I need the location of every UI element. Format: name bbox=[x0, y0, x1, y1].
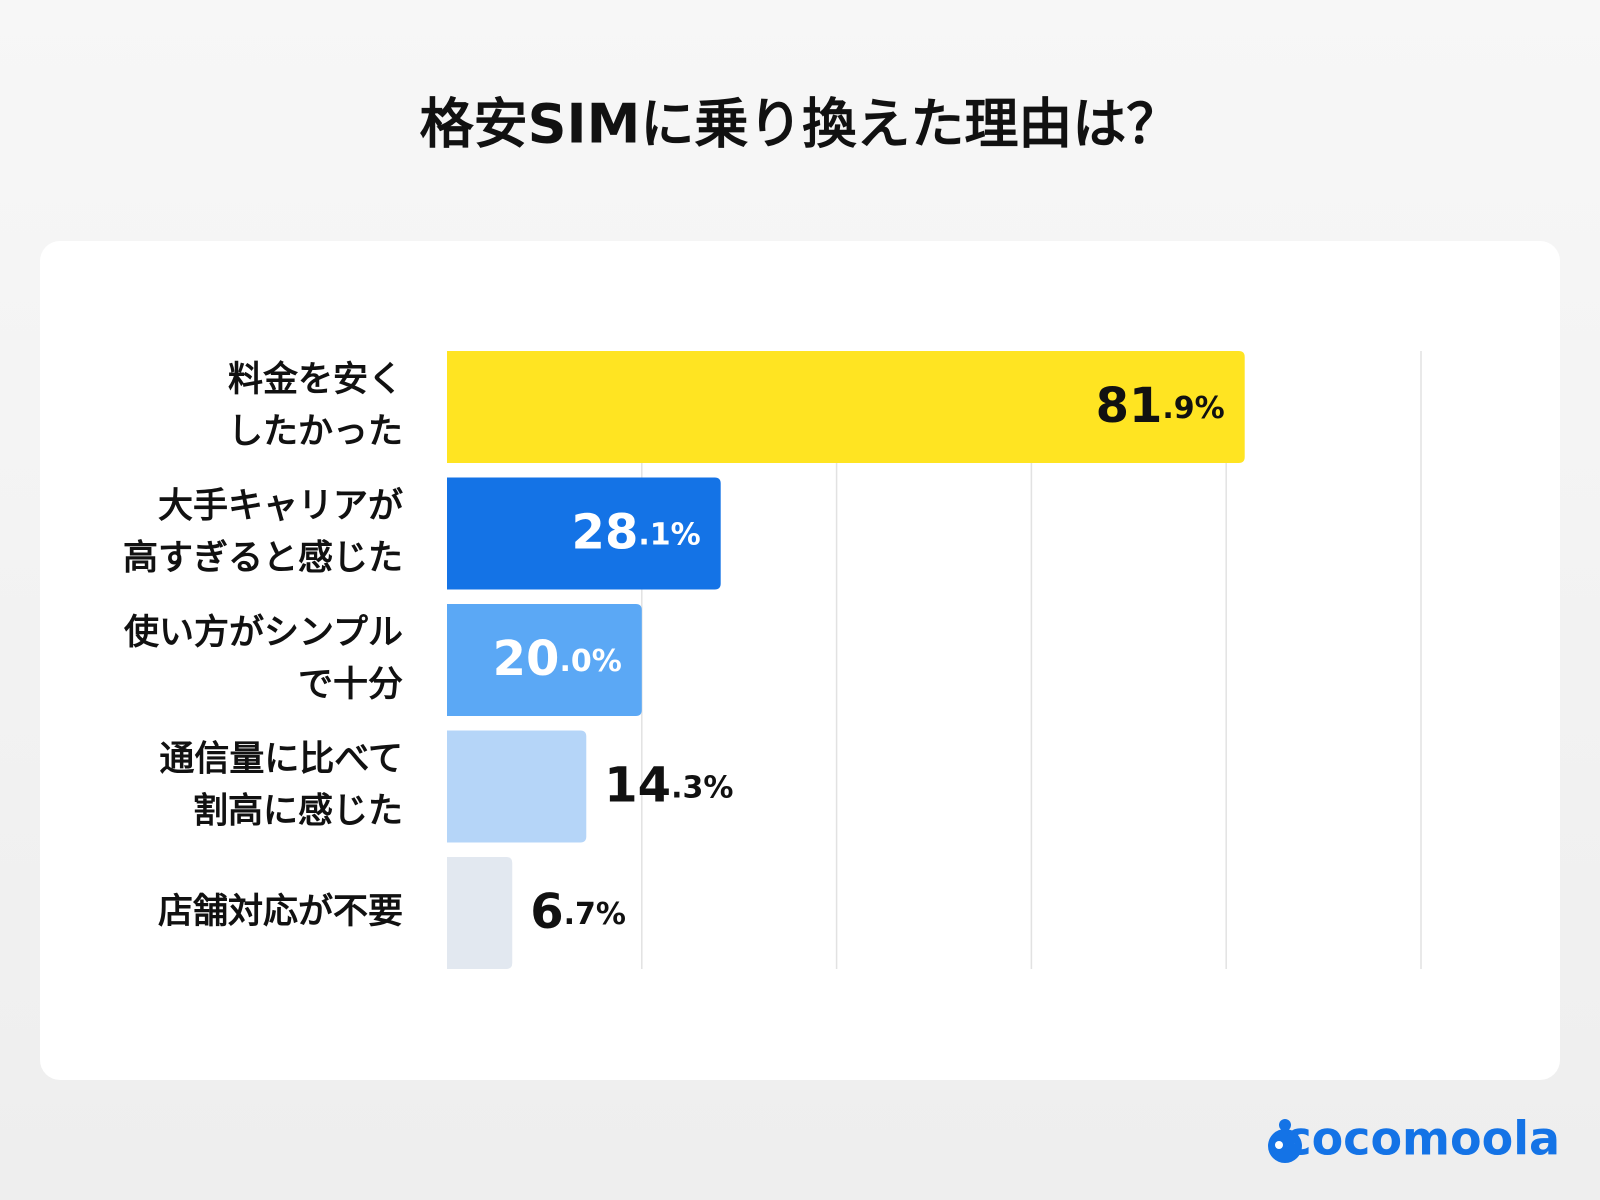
category-label: 大手キャリアが高すぎると感じた bbox=[123, 487, 403, 579]
category-line: 店舗対応が不要 bbox=[158, 892, 403, 932]
category-line: したかった bbox=[228, 412, 403, 452]
logo: cocomoola bbox=[1268, 1112, 1560, 1166]
logo-text: cocomoola bbox=[1284, 1112, 1560, 1166]
category-line: 割高に感じた bbox=[193, 792, 403, 832]
value-label-part: .1% bbox=[638, 517, 700, 552]
chart-title: 格安SIMに乗り換えた理由は？ bbox=[420, 93, 1181, 156]
category-label: 料金を安くしたかった bbox=[228, 359, 403, 452]
category-line: 通信量に比べて bbox=[159, 740, 403, 780]
value-label-part: 14 bbox=[604, 758, 671, 814]
value-label-part: .7% bbox=[564, 897, 626, 932]
value-label-part: .0% bbox=[559, 644, 621, 679]
value-label: 20.0% bbox=[493, 631, 622, 687]
bar bbox=[447, 351, 1245, 463]
value-label: 81.9% bbox=[1096, 378, 1225, 434]
category-line: 料金を安く bbox=[228, 359, 403, 400]
value-label-part: .9% bbox=[1162, 391, 1224, 426]
value-label: 6.7% bbox=[530, 884, 626, 940]
bar bbox=[447, 730, 587, 843]
logo-icon bbox=[1268, 1129, 1302, 1163]
value-label-part: 81 bbox=[1096, 378, 1163, 434]
category-line: 大手キャリアが bbox=[158, 487, 403, 527]
category-label: 店舗対応が不要 bbox=[158, 892, 403, 932]
category-line: 高すぎると感じた bbox=[123, 539, 403, 579]
value-label: 28.1% bbox=[572, 505, 701, 561]
value-label-part: 28 bbox=[572, 505, 639, 561]
category-label: 通信量に比べて割高に感じた bbox=[159, 740, 403, 832]
value-label-part: .3% bbox=[671, 770, 733, 805]
value-label: 14.3% bbox=[604, 758, 733, 814]
bar bbox=[447, 857, 513, 969]
category-line: 使い方がシンプル bbox=[124, 613, 403, 653]
category-line: で十分 bbox=[298, 665, 403, 705]
value-label-part: 20 bbox=[493, 631, 560, 687]
logo-icon-top bbox=[1279, 1119, 1291, 1131]
value-label-part: 6 bbox=[530, 884, 563, 940]
logo-eye bbox=[1287, 1141, 1295, 1149]
bar bbox=[447, 604, 642, 716]
category-label: 使い方がシンプルで十分 bbox=[124, 613, 403, 705]
logo-eye bbox=[1275, 1141, 1283, 1149]
bar bbox=[447, 477, 721, 590]
